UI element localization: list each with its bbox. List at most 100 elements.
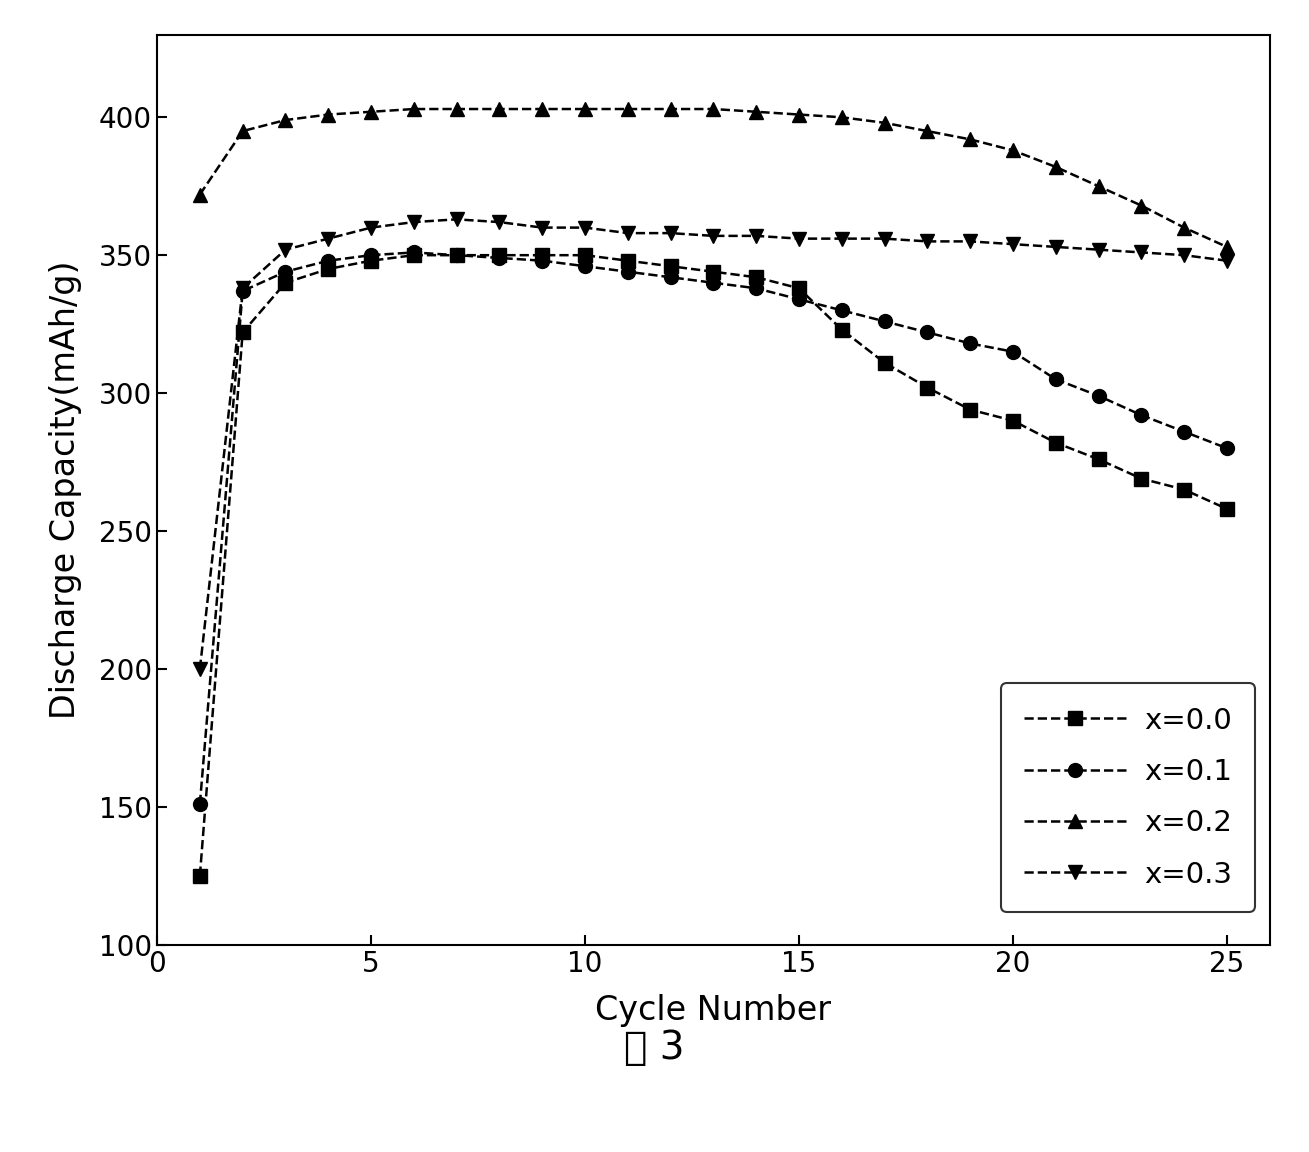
- x=0.1: [1049, 372, 1064, 386]
- x=0.1: [791, 293, 806, 306]
- x=0.2: [449, 103, 465, 116]
- x=0.2: [321, 107, 336, 121]
- x=0.3: [662, 226, 678, 240]
- x=0.1: [1177, 425, 1192, 439]
- x=0.1: [577, 259, 593, 273]
- x=0.0: [278, 275, 293, 289]
- x=0.2: [1049, 160, 1064, 174]
- x=0.3: [278, 243, 293, 257]
- x=0.2: [577, 103, 593, 116]
- x=0.1: [192, 797, 208, 811]
- Line: x=0.2: x=0.2: [192, 103, 1234, 253]
- Y-axis label: Discharge Capacity(mAh/g): Discharge Capacity(mAh/g): [50, 260, 82, 719]
- x=0.0: [791, 281, 806, 295]
- x=0.0: [706, 265, 721, 279]
- x=0.3: [577, 221, 593, 235]
- x=0.1: [1134, 408, 1149, 422]
- x=0.0: [1090, 453, 1106, 467]
- x=0.1: [706, 275, 721, 289]
- x=0.1: [534, 253, 550, 267]
- x=0.2: [1134, 198, 1149, 212]
- x=0.3: [962, 235, 978, 249]
- x=0.0: [834, 323, 850, 336]
- Line: x=0.1: x=0.1: [192, 245, 1234, 811]
- x=0.2: [706, 103, 721, 116]
- x=0.0: [749, 271, 764, 285]
- x=0.3: [706, 229, 721, 243]
- x=0.2: [234, 124, 250, 138]
- x=0.2: [363, 105, 378, 119]
- x=0.3: [877, 232, 893, 245]
- x=0.3: [321, 232, 336, 245]
- x=0.1: [449, 249, 465, 263]
- x=0.2: [278, 113, 293, 127]
- x=0.0: [1005, 414, 1021, 427]
- x=0.3: [1090, 243, 1106, 257]
- x=0.3: [534, 221, 550, 235]
- x=0.3: [620, 226, 636, 240]
- x=0.0: [1219, 502, 1234, 516]
- x=0.1: [1090, 389, 1106, 403]
- x=0.0: [192, 869, 208, 882]
- x=0.0: [406, 249, 421, 263]
- x=0.0: [877, 356, 893, 370]
- x=0.1: [877, 314, 893, 328]
- x=0.2: [1177, 221, 1192, 235]
- x=0.3: [492, 215, 508, 229]
- x=0.0: [449, 249, 465, 263]
- x=0.2: [534, 103, 550, 116]
- x=0.1: [620, 265, 636, 279]
- x=0.0: [534, 249, 550, 263]
- x=0.2: [1219, 240, 1234, 253]
- x=0.3: [1219, 253, 1234, 267]
- x=0.2: [791, 107, 806, 121]
- x=0.0: [962, 403, 978, 417]
- Line: x=0.0: x=0.0: [192, 248, 1234, 882]
- x=0.0: [1049, 435, 1064, 449]
- x=0.2: [834, 111, 850, 124]
- x=0.1: [919, 326, 935, 340]
- x=0.2: [406, 103, 421, 116]
- x=0.1: [234, 285, 250, 298]
- x=0.2: [962, 132, 978, 146]
- x=0.2: [662, 103, 678, 116]
- x=0.1: [962, 336, 978, 350]
- x=0.3: [406, 215, 421, 229]
- x=0.3: [749, 229, 764, 243]
- x=0.2: [492, 103, 508, 116]
- x=0.1: [278, 265, 293, 279]
- x=0.3: [919, 235, 935, 249]
- x=0.0: [1134, 471, 1149, 485]
- x=0.3: [234, 281, 250, 295]
- x=0.2: [749, 105, 764, 119]
- x=0.3: [1005, 237, 1021, 251]
- x=0.0: [234, 326, 250, 340]
- x=0.0: [620, 253, 636, 267]
- x=0.3: [449, 212, 465, 226]
- x=0.3: [834, 232, 850, 245]
- Line: x=0.3: x=0.3: [192, 212, 1234, 676]
- x=0.2: [620, 103, 636, 116]
- x=0.0: [577, 249, 593, 263]
- x=0.0: [321, 262, 336, 275]
- x=0.3: [363, 221, 378, 235]
- x=0.1: [1005, 344, 1021, 358]
- x=0.0: [919, 380, 935, 394]
- x=0.2: [1090, 180, 1106, 194]
- x=0.0: [1177, 483, 1192, 497]
- x=0.2: [192, 188, 208, 202]
- x=0.3: [1134, 245, 1149, 259]
- x=0.3: [1177, 249, 1192, 263]
- x=0.2: [877, 116, 893, 130]
- x=0.1: [749, 281, 764, 295]
- x=0.1: [492, 251, 508, 265]
- x=0.1: [834, 303, 850, 317]
- x=0.0: [662, 259, 678, 273]
- x=0.0: [492, 249, 508, 263]
- Text: 图 3: 图 3: [624, 1030, 685, 1067]
- x=0.1: [1219, 441, 1234, 455]
- x=0.2: [1005, 144, 1021, 158]
- x=0.0: [363, 253, 378, 267]
- Legend: x=0.0, x=0.1, x=0.2, x=0.3: x=0.0, x=0.1, x=0.2, x=0.3: [1001, 683, 1255, 912]
- x=0.3: [192, 662, 208, 676]
